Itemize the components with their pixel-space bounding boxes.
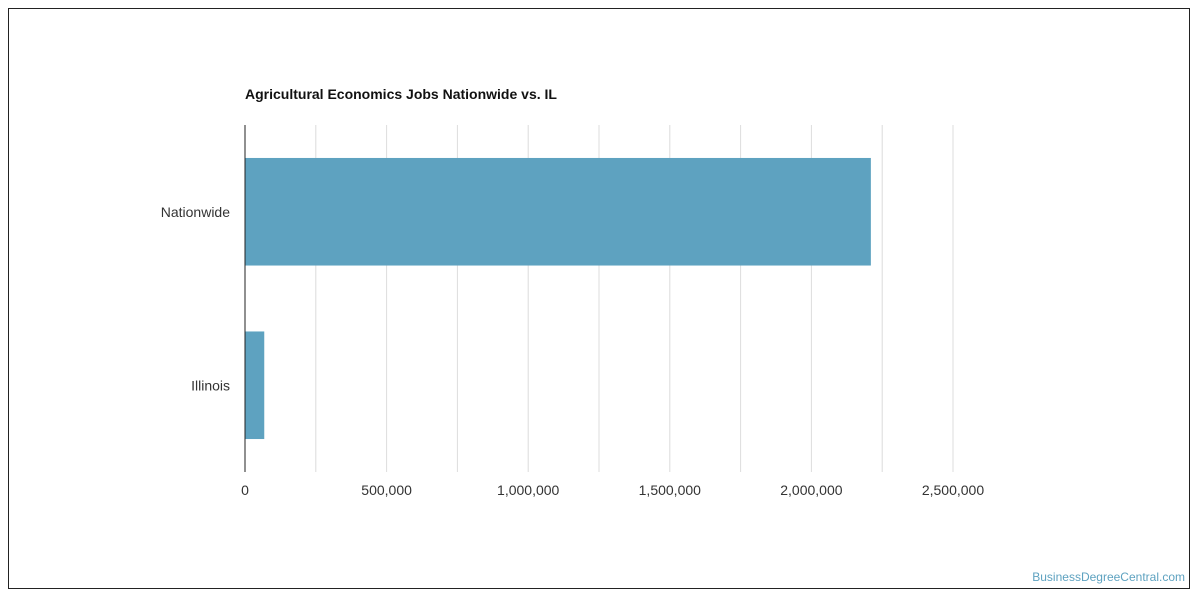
x-tick-label: 1,500,000 bbox=[639, 482, 701, 498]
chart-title: Agricultural Economics Jobs Nationwide v… bbox=[245, 86, 557, 102]
x-tick-label: 2,000,000 bbox=[780, 482, 842, 498]
category-label-illinois: Illinois bbox=[191, 377, 230, 393]
x-tick-label: 500,000 bbox=[361, 482, 412, 498]
x-tick-labels: 0 500,000 1,000,000 1,500,000 2,000,000 2,500… bbox=[241, 482, 984, 498]
category-label-nationwide: Nationwide bbox=[161, 204, 230, 220]
x-tick-label: 0 bbox=[241, 482, 249, 498]
bar-nationwide[interactable] bbox=[245, 157, 871, 266]
x-tick-label: 2,500,000 bbox=[922, 482, 984, 498]
category-labels: Nationwide Illinois bbox=[161, 204, 230, 394]
x-tick-label: 1,000,000 bbox=[497, 482, 559, 498]
source-credit[interactable]: BusinessDegreeCentral.com bbox=[1032, 570, 1185, 584]
chart-frame bbox=[8, 8, 1190, 589]
bars bbox=[245, 157, 871, 440]
bar-illinois[interactable] bbox=[245, 331, 265, 440]
